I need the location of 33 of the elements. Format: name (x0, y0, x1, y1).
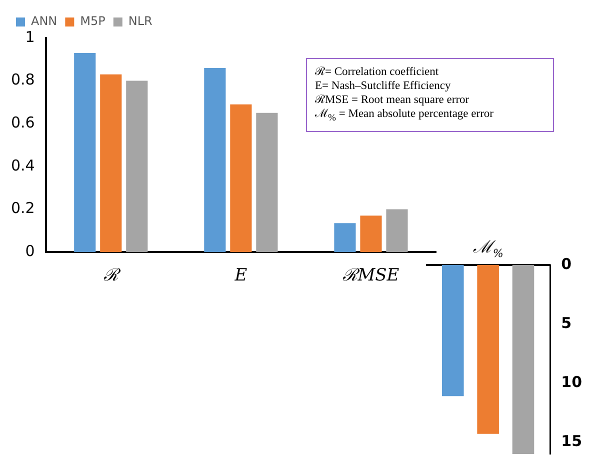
y-tick-label: 15 (561, 432, 582, 450)
x-tick-label: ℛMSE (342, 265, 400, 286)
bar (100, 74, 122, 252)
legend-label: NLR (128, 14, 152, 28)
y-tick-label: 0.2 (10, 199, 35, 218)
y-tick-label: 1 (25, 28, 35, 46)
bar (126, 80, 148, 252)
annotation: ℳ$_{%}$ = Mean absolute percentage error (315, 107, 494, 126)
y-tick-label: 0.8 (10, 70, 35, 89)
bar (256, 112, 278, 252)
y-tick-label: 0.4 (10, 156, 35, 174)
annotation: ℛ= Correlation coefficient (315, 65, 440, 79)
annotation: ℛMSE = Root mean square error (315, 93, 470, 107)
bar (512, 265, 534, 454)
bar (442, 265, 464, 396)
annotation: E= Nash–Sutcliffe Efficiency (315, 79, 452, 93)
bar (477, 265, 499, 434)
bar (360, 216, 382, 252)
x-tick-label: ℛ (103, 265, 122, 286)
y-tick-label: 0 (561, 254, 572, 273)
bar (74, 52, 96, 252)
y-tick-label: 0 (25, 242, 35, 260)
bar (230, 104, 252, 252)
bar (334, 223, 356, 252)
legend-label: M5P (80, 14, 106, 28)
x-tick-label: E (234, 265, 248, 286)
bar (386, 209, 408, 252)
y-tick-label: 0.6 (10, 113, 35, 132)
x-tick-label: ℳ% (472, 237, 504, 260)
y-tick-label: 10 (561, 373, 582, 392)
bar (204, 68, 226, 252)
legend-label: ANN (31, 14, 58, 28)
y-tick-label: 5 (561, 314, 572, 332)
